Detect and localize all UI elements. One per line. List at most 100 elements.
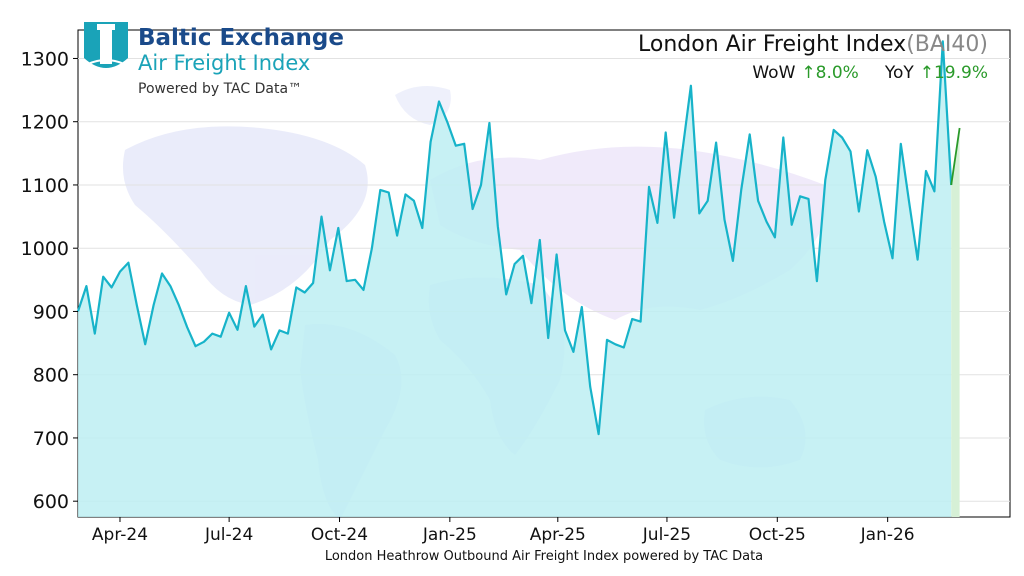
- series-area: [78, 41, 952, 518]
- data-point: [900, 143, 902, 145]
- data-point: [665, 131, 667, 133]
- data-point: [396, 234, 398, 236]
- wow-value: ↑8.0%: [801, 63, 858, 83]
- data-point: [530, 302, 532, 304]
- data-point: [346, 280, 348, 282]
- x-axis: Apr-24 Jul-24 Oct-24 Jan-25 Apr-25 Jul-25 Oct-…: [92, 517, 915, 545]
- logo: Baltic Exchange Air Freight Index Powere…: [84, 22, 344, 97]
- data-point: [539, 239, 541, 241]
- data-point: [841, 136, 843, 138]
- y-axis: 600 700 800 900 1000 1100 1200 1300: [21, 48, 78, 513]
- data-point: [253, 325, 255, 327]
- data-point: [455, 145, 457, 147]
- data-point: [916, 258, 918, 260]
- data-point: [186, 326, 188, 328]
- data-point: [791, 224, 793, 226]
- data-point: [379, 189, 381, 191]
- data-point: [127, 262, 129, 264]
- data-point: [438, 100, 440, 102]
- data-point: [698, 212, 700, 214]
- x-tick-label: Jul-24: [204, 525, 253, 545]
- data-point: [950, 184, 952, 186]
- y-tick-label: 1100: [21, 175, 69, 197]
- data-point: [488, 122, 490, 124]
- forecast-area: [951, 128, 960, 517]
- x-axis-title: London Heathrow Outbound Air Freight Ind…: [325, 549, 763, 564]
- data-point: [287, 332, 289, 334]
- data-point: [715, 141, 717, 143]
- data-point: [312, 282, 314, 284]
- data-point: [236, 329, 238, 331]
- y-tick-label: 1300: [21, 48, 69, 70]
- data-point: [362, 289, 364, 291]
- data-point: [270, 348, 272, 350]
- data-point: [413, 200, 415, 202]
- data-point: [572, 351, 574, 353]
- data-point: [925, 170, 927, 172]
- data-point: [446, 121, 448, 123]
- data-point: [606, 339, 608, 341]
- data-point: [211, 332, 213, 334]
- data-point: [169, 285, 171, 287]
- change-stats: WoW ↑8.0% YoY ↑19.9%: [752, 63, 988, 83]
- forecast-line: [950, 127, 961, 186]
- series-line: [76, 40, 953, 436]
- x-tick-label: Oct-25: [749, 525, 806, 545]
- data-point: [85, 285, 87, 287]
- logo-subtitle: Air Freight Index: [138, 51, 310, 75]
- data-point: [958, 127, 960, 129]
- data-point: [429, 141, 431, 143]
- data-point: [807, 198, 809, 200]
- data-point: [110, 286, 112, 288]
- yoy-value: ↑19.9%: [920, 63, 988, 83]
- x-tick-label: Jan-26: [860, 525, 915, 545]
- x-tick-label: Jul-25: [642, 525, 691, 545]
- data-point: [220, 336, 222, 338]
- data-point: [94, 332, 96, 334]
- data-point: [228, 312, 230, 314]
- y-tick-label: 600: [33, 491, 69, 513]
- data-point: [547, 337, 549, 339]
- data-point: [505, 293, 507, 295]
- x-tick-label: Jan-25: [422, 525, 477, 545]
- x-tick-label: Oct-24: [311, 525, 368, 545]
- data-point: [161, 272, 163, 274]
- data-point: [194, 345, 196, 347]
- data-point: [119, 270, 121, 272]
- data-point: [732, 260, 734, 262]
- data-point: [555, 253, 557, 255]
- data-point: [262, 313, 264, 315]
- data-point: [480, 184, 482, 186]
- data-point: [354, 279, 356, 281]
- data-point: [136, 304, 138, 306]
- chart-title-code: (BAI40): [906, 32, 988, 57]
- data-point: [648, 186, 650, 188]
- data-point: [388, 191, 390, 193]
- data-point: [799, 195, 801, 197]
- data-point: [723, 219, 725, 221]
- data-point: [564, 329, 566, 331]
- data-point: [765, 220, 767, 222]
- data-point: [816, 280, 818, 282]
- logo-title: Baltic Exchange: [138, 25, 344, 51]
- data-point: [623, 346, 625, 348]
- data-point: [522, 255, 524, 257]
- data-point: [833, 129, 835, 131]
- data-point: [883, 220, 885, 222]
- wow-label: WoW: [752, 63, 795, 83]
- y-tick-label: 1200: [21, 112, 69, 134]
- data-point: [757, 200, 759, 202]
- data-point: [295, 286, 297, 288]
- lighthouse-icon: [84, 22, 128, 68]
- data-point: [463, 143, 465, 145]
- y-tick-label: 900: [33, 301, 69, 323]
- data-point: [203, 341, 205, 343]
- data-point: [774, 236, 776, 238]
- data-point: [178, 304, 180, 306]
- data-point: [933, 190, 935, 192]
- data-point: [908, 202, 910, 204]
- data-point: [690, 85, 692, 87]
- data-point: [749, 133, 751, 135]
- data-point: [858, 210, 860, 212]
- data-point: [782, 136, 784, 138]
